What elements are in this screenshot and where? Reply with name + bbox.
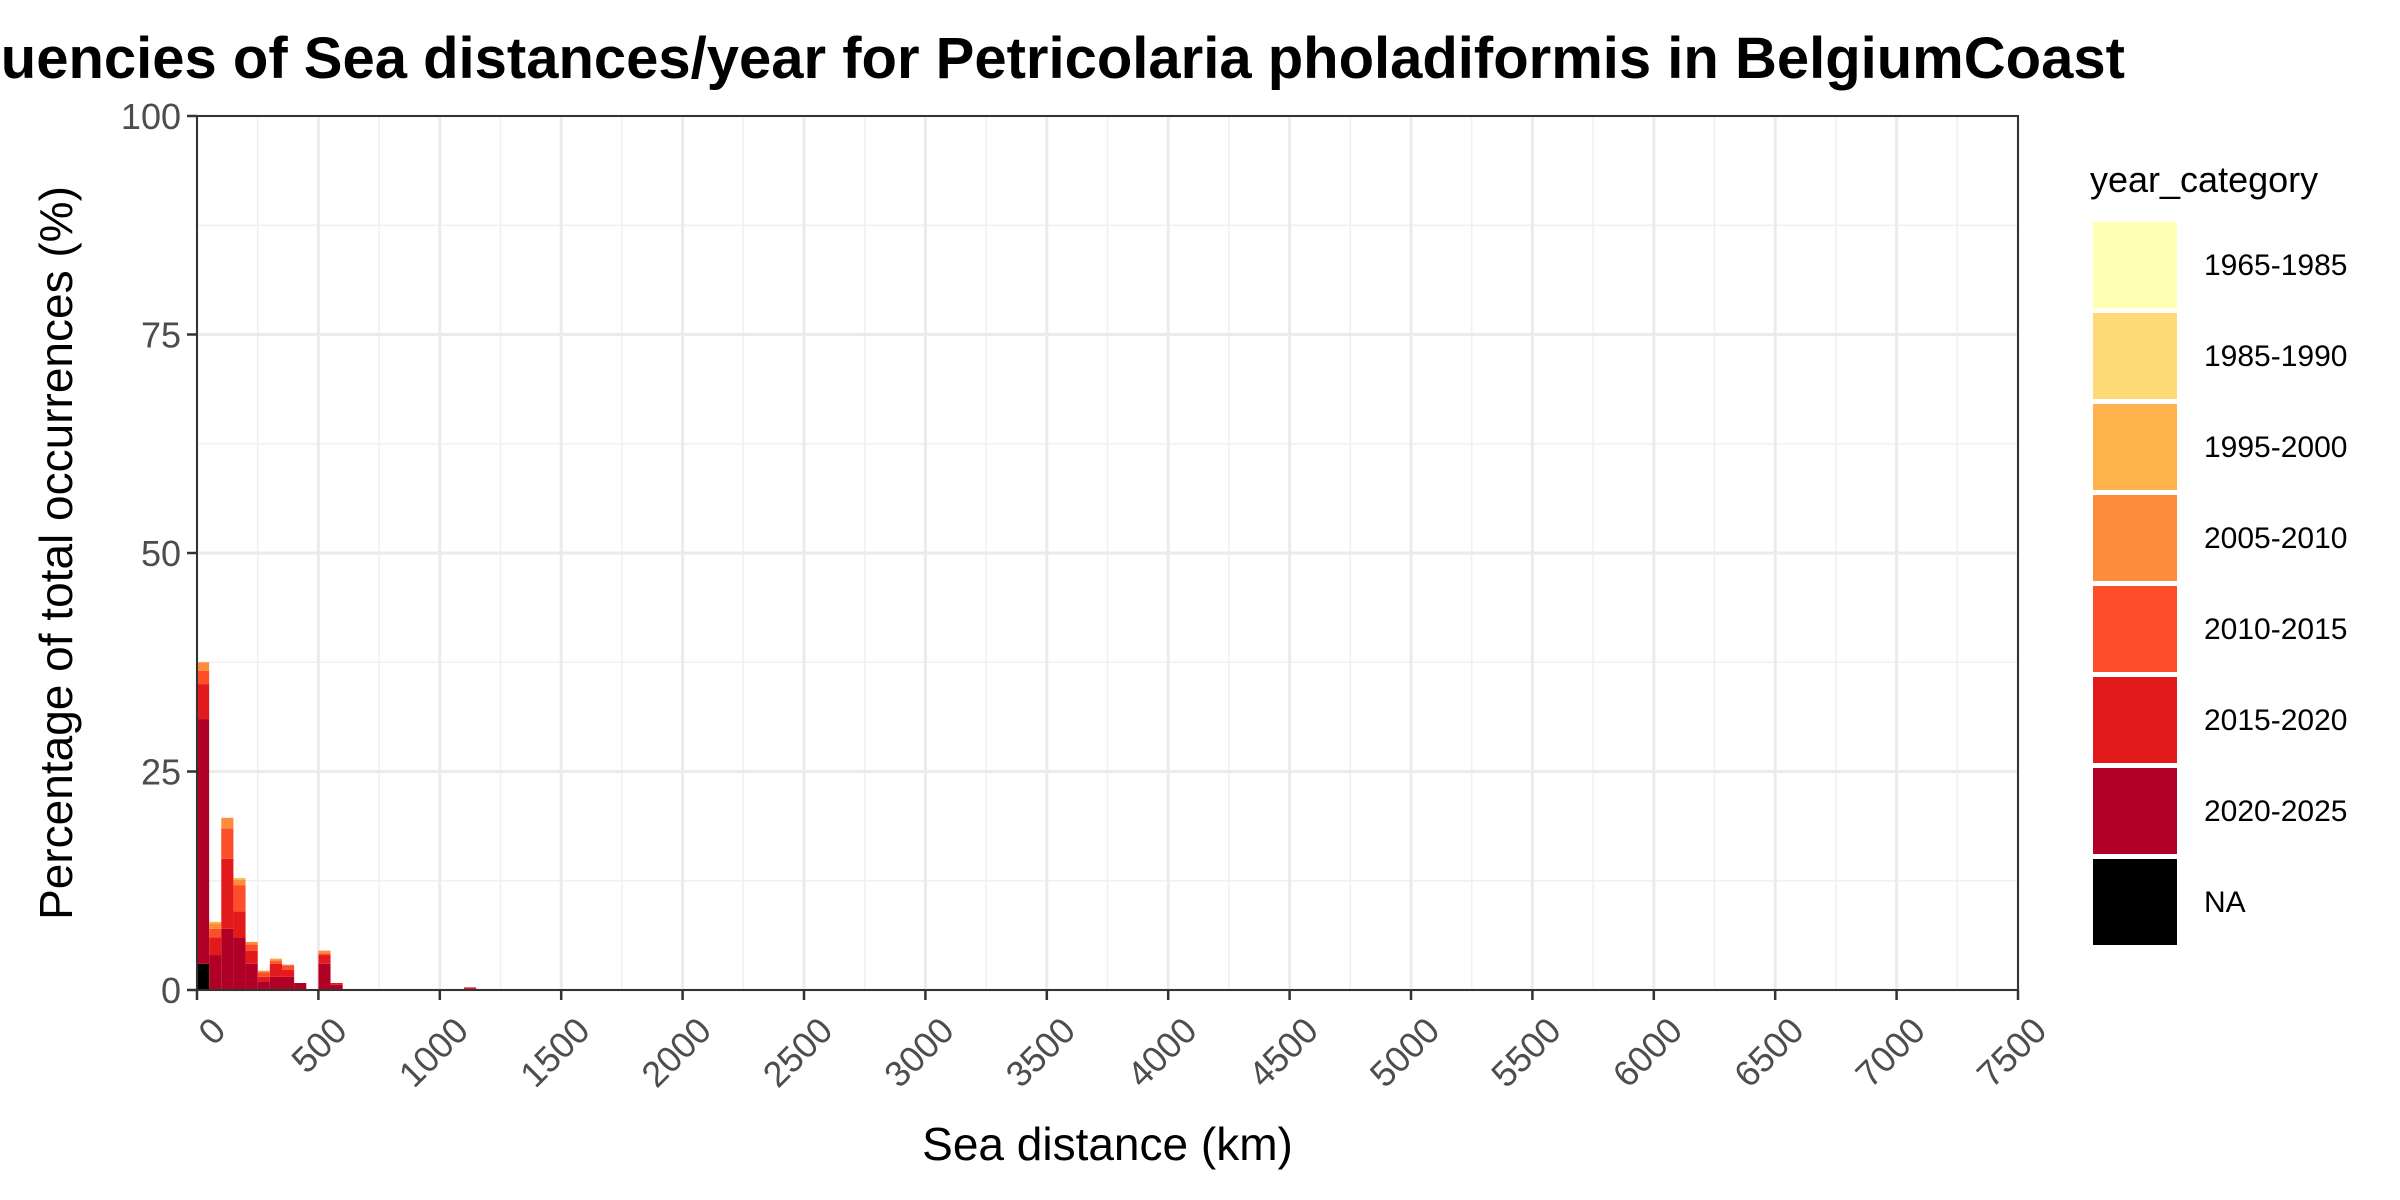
- x-tick-label: 0: [190, 1009, 233, 1052]
- bar-segment: [257, 972, 270, 977]
- chart-title: Frequencies of Sea distances/year for Pe…: [0, 26, 2125, 91]
- legend-key: [2093, 313, 2177, 399]
- y-tick-label: 75: [141, 315, 181, 356]
- legend-label: 2010-2015: [2204, 613, 2347, 646]
- bar-segment: [269, 958, 282, 960]
- bar-segment: [269, 963, 282, 977]
- bars: [197, 662, 477, 990]
- bar-segment: [464, 987, 477, 990]
- legend-label: 2005-2010: [2204, 522, 2347, 555]
- bar-segment: [318, 950, 331, 954]
- x-tick-label: 4000: [1119, 1009, 1205, 1095]
- x-axis-title: Sea distance (km): [922, 1118, 1293, 1170]
- bar-segment: [330, 984, 343, 990]
- bar-segment: [330, 983, 343, 985]
- bar-segment: [209, 937, 222, 956]
- legend-key: [2093, 586, 2177, 672]
- bar-segment: [197, 719, 210, 964]
- legend-label: 2015-2020: [2204, 704, 2347, 737]
- y-tick-label: 0: [161, 970, 181, 1011]
- bar-segment: [294, 983, 307, 990]
- x-tick-label: 1500: [512, 1009, 598, 1095]
- bar-segment: [233, 878, 246, 880]
- legend: year_category 1965-1985 1985-1990 1995-200…: [2090, 159, 2347, 945]
- legend-label: 1985-1990: [2204, 340, 2347, 373]
- bar-segment: [209, 921, 222, 924]
- legend-key: [2093, 222, 2177, 308]
- bar-segment: [233, 879, 246, 886]
- y-tick-label: 50: [141, 533, 181, 574]
- bar-segment: [257, 981, 270, 990]
- x-tick-label: 2500: [755, 1009, 841, 1095]
- x-tick-label: 5000: [1362, 1009, 1448, 1095]
- y-axis-title: Percentage of total occurrences (%): [30, 186, 82, 920]
- bar-segment: [221, 828, 234, 859]
- x-tick-label: 3500: [998, 1009, 1084, 1095]
- legend-key: [2093, 859, 2177, 945]
- bar-segment: [245, 941, 258, 945]
- bar-segment: [221, 817, 234, 829]
- bar-segment: [245, 950, 258, 964]
- bar-segment: [318, 963, 331, 990]
- bar-segment: [281, 969, 295, 977]
- x-tick-label: 3000: [876, 1009, 962, 1095]
- bar-segment: [209, 928, 222, 938]
- x-tick-label: 2000: [633, 1009, 719, 1095]
- legend-key: [2093, 404, 2177, 490]
- y-tick-label: 25: [141, 752, 181, 793]
- bar-segment: [197, 662, 210, 671]
- bar-segment: [269, 961, 282, 964]
- bar-segment: [233, 885, 246, 912]
- x-axis: 0 500 1000 1500 2000 2500 3000 3500 4000 4500 5000…: [190, 990, 2054, 1095]
- bar-segment: [221, 928, 234, 990]
- bar-segment: [209, 955, 222, 990]
- bar-segment: [281, 965, 295, 970]
- bar-segment: [269, 959, 282, 962]
- bar-segment: [221, 858, 234, 929]
- bar-segment: [318, 953, 331, 956]
- bar-segment: [233, 911, 246, 938]
- bar-segment: [197, 670, 210, 685]
- bar-segment: [245, 963, 258, 990]
- y-axis: 0 25 50 75 100: [121, 96, 197, 1011]
- bar-segment: [233, 937, 246, 990]
- legend-label: 1965-1985: [2204, 249, 2347, 282]
- legend-title: year_category: [2090, 159, 2318, 200]
- grid-major: [195, 114, 2020, 992]
- bar-segment: [197, 963, 210, 990]
- bar-segment: [245, 944, 258, 951]
- y-tick-label: 100: [121, 96, 181, 137]
- bar-segment: [197, 684, 210, 720]
- bar-segment: [209, 923, 222, 929]
- legend-label: NA: [2204, 886, 2246, 919]
- bar-segment: [257, 976, 270, 982]
- x-tick-label: 7000: [1847, 1009, 1933, 1095]
- x-tick-label: 500: [283, 1009, 354, 1080]
- x-tick-label: 6500: [1726, 1009, 1812, 1095]
- bar-segment: [281, 964, 295, 966]
- x-tick-label: 6000: [1605, 1009, 1691, 1095]
- legend-key: [2093, 768, 2177, 854]
- bar-segment: [257, 970, 270, 973]
- x-tick-label: 1000: [391, 1009, 477, 1095]
- legend-label: 1995-2000: [2204, 431, 2347, 464]
- bar-segment: [281, 976, 295, 990]
- legend-key: [2093, 495, 2177, 581]
- bar-segment: [269, 976, 282, 990]
- legend-key: [2093, 677, 2177, 763]
- bar-segment: [318, 955, 331, 964]
- x-tick-label: 5500: [1483, 1009, 1569, 1095]
- x-tick-label: 7500: [1969, 1009, 2055, 1095]
- legend-label: 2020-2025: [2204, 795, 2347, 828]
- x-tick-label: 4500: [1240, 1009, 1326, 1095]
